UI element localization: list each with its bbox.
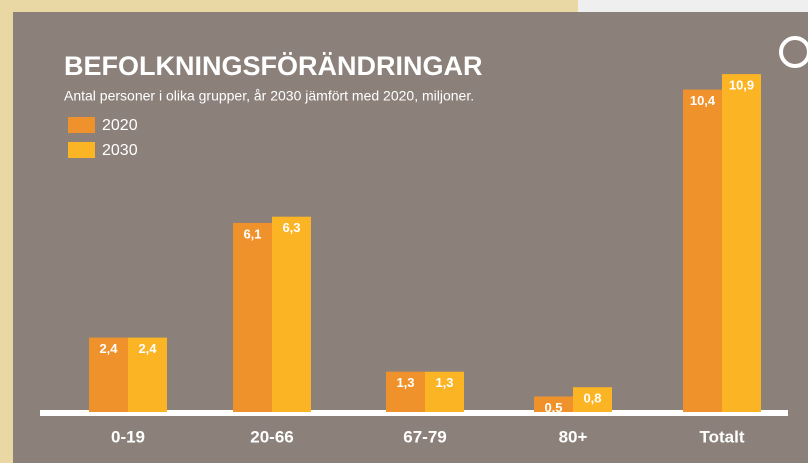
legend-swatch (68, 117, 95, 133)
chart-title: BEFOLKNINGSFÖRÄNDRINGAR (64, 51, 483, 81)
value-label: 6,1 (243, 226, 261, 241)
bar (683, 89, 722, 412)
x-tick-label: 67-79 (403, 427, 446, 446)
x-tick-label: 0-19 (111, 427, 145, 446)
value-label: 1,3 (396, 375, 414, 390)
value-label: 10,9 (729, 78, 754, 93)
frame-top-right (578, 0, 808, 12)
bar (425, 371, 464, 412)
value-label: 10,4 (690, 93, 716, 108)
baseline (40, 410, 788, 416)
x-tick-label: Totalt (699, 427, 744, 446)
bar (272, 216, 311, 412)
bar (573, 387, 612, 412)
value-label: 2,4 (99, 341, 118, 356)
x-tick-label: 80+ (559, 427, 588, 446)
value-label: 0,5 (544, 400, 562, 415)
logo (779, 36, 808, 68)
bar (89, 337, 128, 412)
bar (233, 222, 272, 412)
legend-label: 2030 (102, 142, 138, 159)
value-label: 1,3 (435, 375, 453, 390)
x-tick-label: 20-66 (250, 427, 293, 446)
bar (534, 396, 573, 412)
bar (386, 371, 425, 412)
value-label: 2,4 (138, 341, 157, 356)
value-label: 0,8 (583, 391, 601, 406)
bar (722, 74, 761, 412)
legend-label: 2020 (102, 117, 138, 134)
value-label: 6,3 (282, 220, 300, 235)
legend-swatch (68, 142, 95, 158)
chart-subtitle: Antal personer i olika grupper, år 2030 … (64, 88, 474, 104)
bar (128, 337, 167, 412)
